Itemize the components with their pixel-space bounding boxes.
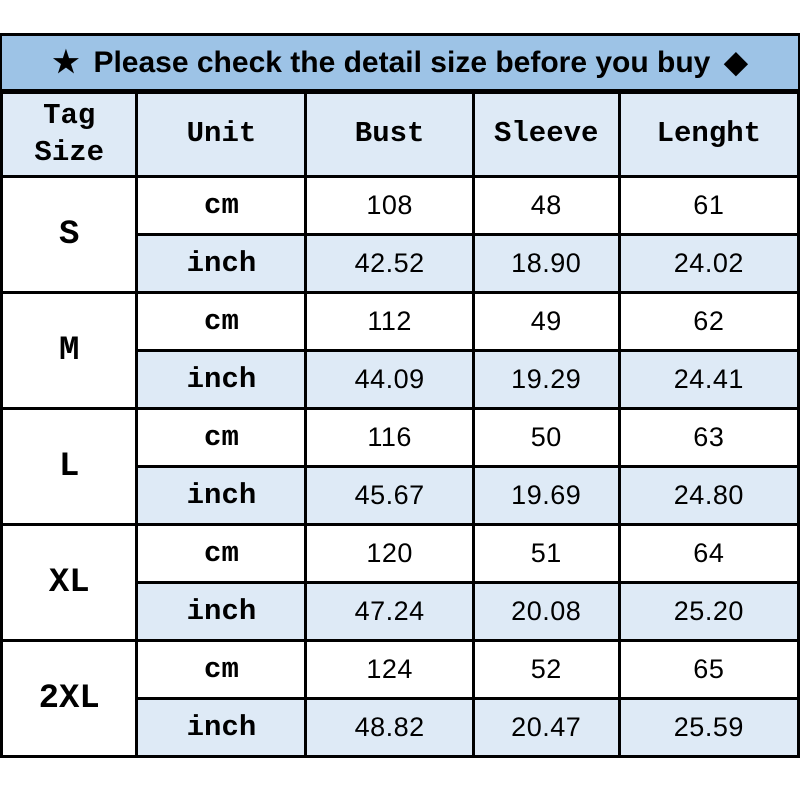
unit-label-cm: cm	[135, 523, 308, 584]
table-row: L cm 116 50 63	[0, 407, 800, 526]
table-row: inch 42.52 18.90 24.02	[2, 233, 800, 294]
bust-cm-value: 116	[304, 407, 475, 468]
sleeve-cm-value: 51	[471, 523, 621, 584]
unit-label-cm: cm	[135, 639, 308, 700]
sleeve-cm-value: 49	[471, 291, 621, 352]
table-row: inch 47.24 20.08 25.20	[2, 581, 800, 642]
bust-cm-value: 108	[304, 175, 475, 236]
bust-inch-value: 42.52	[304, 233, 475, 294]
lenght-inch-value: 24.02	[617, 233, 800, 294]
table-row: XL cm 120 51 64	[0, 523, 800, 642]
unit-label-cm: cm	[135, 407, 308, 468]
header-row: Tag Size Unit Bust Sleeve Lenght	[0, 91, 800, 178]
unit-label-cm: cm	[135, 175, 308, 236]
size-label-xl: XL	[0, 523, 139, 642]
table-row: M cm 112 49 62	[0, 291, 800, 410]
unit-label-inch: inch	[135, 233, 308, 294]
sleeve-inch-value: 20.47	[471, 697, 621, 758]
table-row: inch 45.67 19.69 24.80	[2, 465, 800, 526]
table-row: S cm 108 48 61	[0, 175, 800, 294]
bust-inch-value: 48.82	[304, 697, 475, 758]
unit-label-inch: inch	[135, 697, 308, 758]
lenght-cm-value: 63	[617, 407, 800, 468]
bust-cm-value: 120	[304, 523, 475, 584]
header-unit: Unit	[135, 91, 308, 178]
unit-label-inch: inch	[135, 581, 308, 642]
header-tag-size: Tag Size	[0, 91, 139, 178]
table-row: inch 44.09 19.29 24.41	[2, 349, 800, 410]
unit-label-inch: inch	[135, 465, 308, 526]
lenght-cm-value: 64	[617, 523, 800, 584]
sleeve-inch-value: 19.29	[471, 349, 621, 410]
size-chart-table: Tag Size Unit Bust Sleeve Lenght S cm 10…	[0, 91, 800, 758]
table-row: inch 48.82 20.47 25.59	[2, 697, 800, 758]
sleeve-cm-value: 48	[471, 175, 621, 236]
notice-banner: ★ Please check the detail size before yo…	[0, 33, 800, 91]
header-lenght: Lenght	[617, 91, 800, 178]
lenght-cm-value: 65	[617, 639, 800, 700]
lenght-inch-value: 25.20	[617, 581, 800, 642]
sleeve-inch-value: 20.08	[471, 581, 621, 642]
sleeve-cm-value: 50	[471, 407, 621, 468]
size-label-l: L	[0, 407, 139, 526]
banner-text: Please check the detail size before you …	[93, 45, 711, 79]
size-label-m: M	[0, 291, 139, 410]
lenght-cm-value: 61	[617, 175, 800, 236]
star-icon: ★	[52, 45, 80, 79]
unit-label-inch: inch	[135, 349, 308, 410]
header-sleeve: Sleeve	[471, 91, 621, 178]
lenght-inch-value: 24.80	[617, 465, 800, 526]
bust-inch-value: 44.09	[304, 349, 475, 410]
bust-inch-value: 47.24	[304, 581, 475, 642]
unit-label-cm: cm	[135, 291, 308, 352]
size-label-2xl: 2XL	[0, 639, 139, 758]
size-label-s: S	[0, 175, 139, 294]
sleeve-inch-value: 18.90	[471, 233, 621, 294]
bust-cm-value: 124	[304, 639, 475, 700]
sleeve-cm-value: 52	[471, 639, 621, 700]
bust-cm-value: 112	[304, 291, 475, 352]
table-row: 2XL cm 124 52 65	[0, 639, 800, 758]
header-bust: Bust	[304, 91, 475, 178]
bust-inch-value: 45.67	[304, 465, 475, 526]
lenght-inch-value: 24.41	[617, 349, 800, 410]
lenght-inch-value: 25.59	[617, 697, 800, 758]
sleeve-inch-value: 19.69	[471, 465, 621, 526]
diamond-icon: ◆	[724, 45, 748, 79]
lenght-cm-value: 62	[617, 291, 800, 352]
